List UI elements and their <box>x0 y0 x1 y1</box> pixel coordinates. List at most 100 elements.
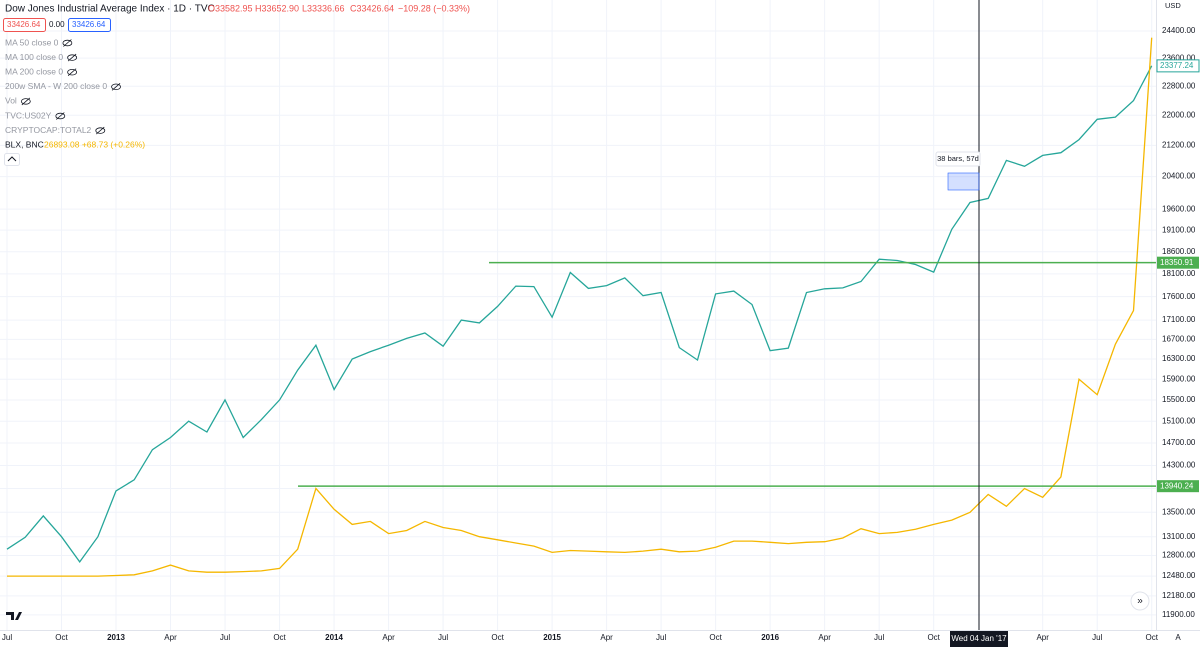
spread: 0.00 <box>49 20 65 29</box>
y-tick-label: 14300.00 <box>1162 461 1196 470</box>
indicator-name: MA 200 close 0 <box>5 66 63 76</box>
x-tick-label: Jul <box>220 633 230 642</box>
y-tick-label: 15100.00 <box>1162 416 1196 425</box>
y-tick-label: 13100.00 <box>1162 532 1196 541</box>
ask-box[interactable] <box>68 18 111 32</box>
visibility-slash <box>67 53 77 62</box>
y-tick-label: 16700.00 <box>1162 334 1196 343</box>
visibility-slash <box>21 97 31 106</box>
last-price-box <box>1156 59 1200 73</box>
y-tick-label: 15500.00 <box>1162 395 1196 404</box>
x-tick-label: 2013 <box>107 633 125 642</box>
y-tick-label: 13500.00 <box>1162 507 1196 516</box>
visibility-icon <box>95 127 106 134</box>
x-tick-label: Apr <box>600 633 613 642</box>
hline-label: 18350.91 <box>1160 258 1194 267</box>
ohlc-open: O33582.95 <box>208 3 253 13</box>
visibility-slash <box>63 39 72 47</box>
ohlc-close: C33426.64 <box>350 3 394 13</box>
auto-scale-button[interactable]: A <box>1175 633 1181 642</box>
y-tick-label: 12180.00 <box>1162 591 1196 600</box>
x-tick-label: Jul <box>2 633 12 642</box>
crosshair-date: Wed 04 Jan '17 <box>951 634 1007 643</box>
x-tick-label: Oct <box>273 633 286 642</box>
grid <box>0 0 1156 630</box>
ohlc-high: H33652.90 <box>255 3 299 13</box>
y-tick-label: 23600.00 <box>1162 53 1196 62</box>
x-tick-label: Jul <box>1092 633 1102 642</box>
x-tick-label: 2014 <box>325 633 343 642</box>
x-tick-label: Oct <box>709 633 722 642</box>
y-tick-label: 12480.00 <box>1162 571 1196 580</box>
compare-readout: 26893.08 +68.73 (+0.26%) <box>44 139 145 149</box>
collapse-button[interactable] <box>4 153 20 166</box>
x-tick-label: Jul <box>656 633 666 642</box>
y-tick-label: 15900.00 <box>1162 374 1196 383</box>
x-tick-label: Apr <box>164 633 177 642</box>
ohlc-low: L33336.66 <box>302 3 345 13</box>
ask-price: 33426.64 <box>72 20 106 29</box>
bid-price: 33426.64 <box>7 20 41 29</box>
y-tick-label: 11900.00 <box>1162 610 1195 619</box>
indicator-name: MA 50 close 0 <box>5 37 59 47</box>
hline-label-box <box>1157 256 1199 269</box>
x-tick-label: Apr <box>382 633 395 642</box>
hline-label: 13940.24 <box>1160 481 1194 490</box>
visibility-icon <box>20 98 31 105</box>
y-tick-label: 18100.00 <box>1162 269 1196 278</box>
scroll-right-button[interactable] <box>1130 591 1150 611</box>
visibility-icon <box>67 54 78 61</box>
y-tick-label: 14700.00 <box>1162 438 1196 447</box>
y-tick-label: 19600.00 <box>1162 204 1196 213</box>
y-tick-label: 17100.00 <box>1162 315 1196 324</box>
ohlc-change: −109.28 (−0.33%) <box>398 3 470 13</box>
visibility-slash <box>96 126 105 135</box>
measure-range <box>947 172 980 191</box>
measure-tooltip: 38 bars, 57d <box>937 154 979 163</box>
x-tick-label: Jul <box>438 633 448 642</box>
bid-box[interactable] <box>3 18 46 32</box>
y-tick-label: 19100.00 <box>1162 225 1196 234</box>
y-tick-label: 18600.00 <box>1162 247 1196 256</box>
x-tick-label: 2016 <box>761 633 779 642</box>
y-tick-label: 16300.00 <box>1162 354 1196 363</box>
scroll-icon: » <box>1137 596 1143 607</box>
y-tick-label: 12800.00 <box>1162 551 1196 560</box>
visibility-icon <box>111 83 121 90</box>
x-tick-label: Oct <box>491 633 504 642</box>
visibility-icon <box>67 68 78 76</box>
x-tick-label: Jul <box>874 633 884 642</box>
indicator-name: MA 100 close 0 <box>5 52 63 62</box>
currency-label: USD <box>1165 1 1181 10</box>
y-tick-label: 24400.00 <box>1162 26 1196 35</box>
visibility-icon <box>62 39 73 47</box>
tv-logo <box>6 612 22 620</box>
y-tick-label: 21200.00 <box>1162 140 1196 149</box>
y-tick-label: 22800.00 <box>1162 81 1196 90</box>
x-tick-label: Apr <box>1036 633 1049 642</box>
crosshair-date-box <box>950 631 1008 647</box>
indicator-name: TVC:US02Y <box>5 110 52 120</box>
indicator-name: 200w SMA - W 200 close 0 <box>5 81 107 91</box>
hline-label-box <box>1157 480 1199 493</box>
x-tick-label: Apr <box>818 633 831 642</box>
indicator-list: MA 50 close 0 MA 100 close 0 MA 200 close … <box>5 37 121 135</box>
x-tick-label: Oct <box>927 633 940 642</box>
y-tick-label: 20400.00 <box>1162 172 1196 181</box>
axes: 24400.00 23600.00 22800.00 22000.00 21200.00… <box>2 26 1200 647</box>
last-price-label: 23377.24 <box>1160 61 1194 70</box>
x-tick-label: 2015 <box>543 633 561 642</box>
measure-tooltip-box <box>935 151 981 167</box>
visibility-icon <box>55 112 66 120</box>
visibility-slash <box>56 112 65 120</box>
indicator-name: Vol <box>5 96 17 106</box>
series-layer: 38 bars, 57d <box>6 0 1156 630</box>
series-line <box>7 37 1153 577</box>
compare-symbol: BLX, BNC <box>5 139 44 149</box>
symbol-title: Dow Jones Industrial Average Index · 1D … <box>5 4 215 15</box>
indicator-name: CRYPTOCAP:TOTAL2 <box>5 125 92 135</box>
y-tick-label: 22000.00 <box>1162 110 1196 119</box>
visibility-slash <box>111 82 121 91</box>
